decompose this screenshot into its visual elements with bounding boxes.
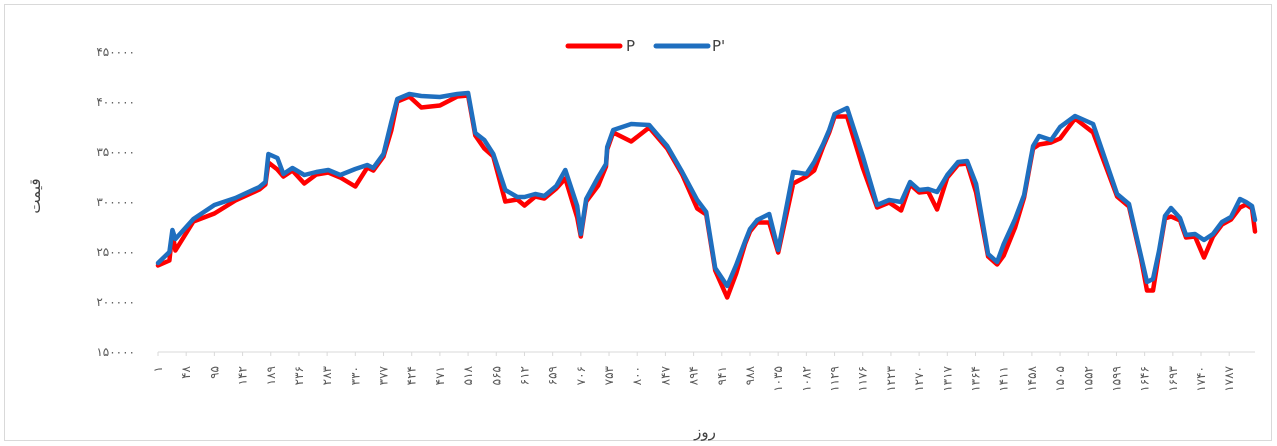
x-tick-label: ۱۵۰۵: [1053, 366, 1067, 392]
x-tick-label: ۸۹۴: [687, 366, 701, 385]
x-tick-label: ۱۳۶۴: [969, 366, 983, 392]
x-tick-label: ۲۳۶: [292, 366, 306, 385]
y-tick-label: ۲۰۰۰۰۰: [96, 295, 135, 309]
x-tick-label: ۱۲۷۰: [912, 366, 926, 392]
series-line-p-prime: [155, 90, 1258, 289]
plot-area: ۱۵۰۰۰۰ ۲۰۰۰۰۰ ۲۵۰۰۰۰ ۳۰۰۰۰۰ ۳۵۰۰۰۰ ۴۰۰۰۰۰ ۴۵۰۰…: [96, 45, 1258, 392]
y-tick-label: ۳۵۰۰۰۰: [96, 145, 135, 159]
x-tick-label: ۱۶۴۶: [1138, 366, 1152, 392]
x-tick-label: ۱۸۹: [264, 366, 278, 385]
y-tick-label: ۲۵۰۰۰۰: [96, 245, 135, 259]
x-tick-label: ۱۴۲: [236, 366, 250, 385]
x-tick-label: ۱۳۱۷: [940, 365, 954, 391]
x-tick-label: ۱۰۳۵: [771, 366, 785, 392]
x-tick-label: ۱۵۵۲: [1081, 366, 1095, 392]
chart-area: [4, 4, 1272, 441]
x-tick-label: ۱۱۲۹: [828, 366, 842, 392]
x-axis-title: روز: [693, 423, 716, 441]
y-tick-label: ۴۰۰۰۰۰: [96, 95, 135, 109]
x-tick-label: ۱۱۷۶: [856, 366, 870, 392]
x-tick-label: ۱۰۸۲: [799, 366, 813, 392]
x-tick-label: ۵۶۵: [489, 366, 503, 385]
x-tick-label: ۱۶۹۳: [1166, 365, 1180, 391]
x-tick-label: ۹۵: [207, 366, 221, 379]
x-tick-label: ۱۴۱۱: [997, 366, 1011, 392]
x-tick-label: ۹۸۸: [743, 365, 757, 385]
x-tick-label: ۱۷۸۷: [1222, 365, 1236, 391]
y-tick-label: ۳۰۰۰۰۰: [96, 195, 135, 209]
x-tick-label: ۶۵۹: [546, 366, 560, 385]
legend-label-p-prime: P': [712, 37, 725, 55]
x-tick-label: ۹۴۱: [715, 366, 729, 385]
series-line-p: [155, 93, 1258, 300]
x-tick-label: ۲۸۳: [320, 365, 334, 385]
x-tick-label: ۱۲۲۳: [884, 365, 898, 391]
x-tick-label: ۷۰۶: [574, 366, 588, 385]
y-tick-label: ۱۵۰۰۰۰: [96, 345, 135, 359]
x-tick-label: ۸۴۷: [658, 365, 672, 385]
x-tick-label: ۱۵۹۹: [1109, 366, 1123, 392]
x-tick-label: ۱۷۴۰: [1194, 366, 1208, 392]
legend: P P': [565, 37, 725, 55]
x-tick-label: ۴۷۱: [433, 366, 447, 385]
x-tick-label: ۷۵۳: [602, 365, 616, 385]
x-tick-label: ۱: [151, 366, 165, 372]
x-tick-label: ۸۰۰: [630, 366, 644, 385]
x-tick-label: ۶۱۲: [517, 366, 531, 385]
y-axis-title: قیمت: [26, 178, 44, 213]
legend-label-p: P: [626, 37, 635, 55]
x-tick-label: ۴۲۴: [405, 366, 419, 385]
y-tick-label: ۴۵۰۰۰۰: [96, 45, 135, 59]
x-tick-label: ۳۷۷: [377, 365, 391, 385]
x-tick-label: ۳۳۰: [348, 366, 362, 385]
x-tick-label: ۵۱۸: [461, 365, 475, 385]
x-tick-label: ۴۸: [179, 365, 193, 378]
x-tick-label: ۱۴۵۸: [1025, 365, 1039, 391]
